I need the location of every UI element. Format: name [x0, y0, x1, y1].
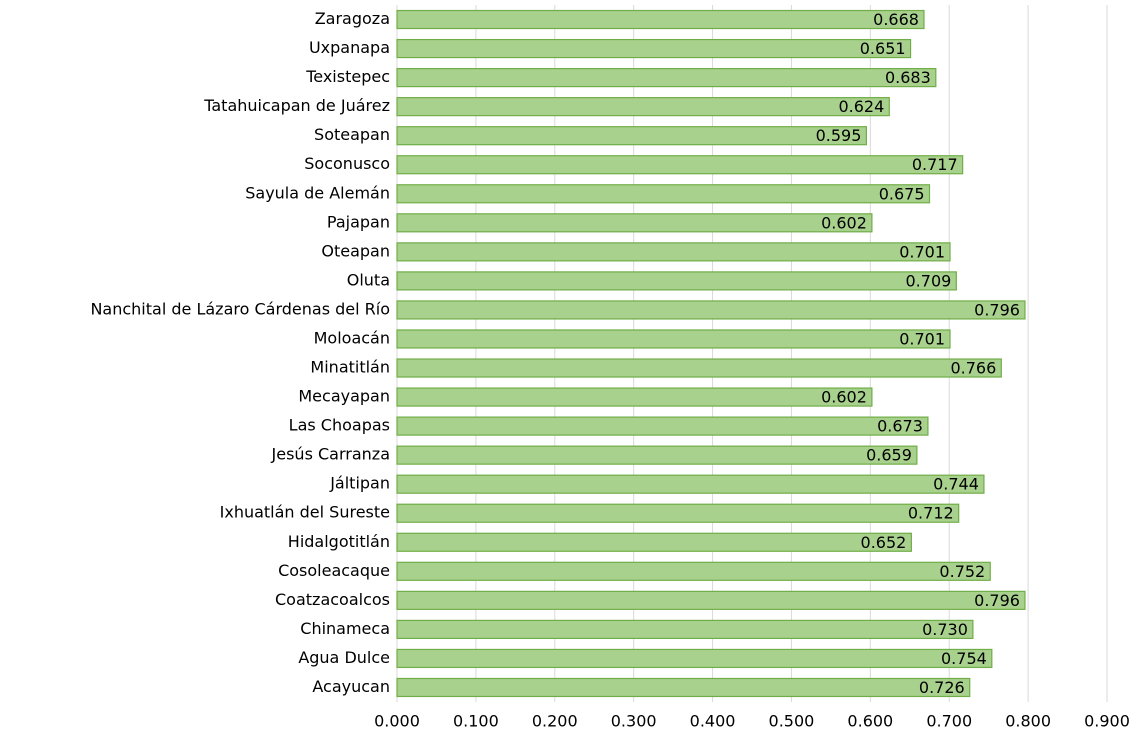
value-label: 0.624 [838, 97, 884, 116]
x-tick-label: 0.200 [532, 712, 578, 731]
value-label: 0.683 [885, 68, 931, 87]
y-tick-label: Ixhuatlán del Sureste [220, 503, 390, 522]
y-tick-label: Agua Dulce [298, 648, 390, 667]
bar [396, 38, 912, 59]
value-label: 0.701 [899, 329, 945, 348]
bar [396, 329, 951, 349]
x-tick-label: 0.500 [769, 712, 815, 731]
y-tick-label: Soteapan [314, 125, 390, 144]
bar [396, 677, 971, 698]
bar [396, 271, 957, 291]
bar [396, 213, 873, 233]
bar [396, 445, 918, 465]
bar [396, 300, 1026, 320]
y-tick-label: Moloacán [314, 328, 390, 347]
bar [396, 474, 985, 494]
value-label: 0.717 [912, 155, 958, 174]
x-tick-label: 0.700 [926, 712, 972, 731]
bar [396, 68, 937, 88]
bar [396, 648, 993, 669]
y-tick-label: Uxpanapa [309, 38, 390, 57]
value-label: 0.602 [821, 213, 867, 232]
value-label: 0.651 [860, 39, 906, 58]
value-label: 0.796 [974, 300, 1020, 319]
bar [396, 155, 964, 175]
y-tick-label: Las Choapas [289, 416, 390, 435]
bar [396, 97, 890, 117]
bar [396, 503, 960, 523]
y-tick-label: Jáltipan [329, 474, 390, 493]
bar [396, 387, 873, 407]
bar [396, 416, 929, 436]
value-label: 0.675 [879, 184, 925, 203]
y-tick-label: Soconusco [304, 154, 390, 173]
value-label: 0.712 [908, 504, 954, 523]
y-tick-label: Coatzacoalcos [275, 590, 390, 609]
bar [396, 358, 1002, 378]
bar [396, 532, 912, 552]
value-label: 0.602 [821, 388, 867, 407]
y-tick-label: Nanchital de Lázaro Cárdenas del Río [90, 299, 390, 318]
y-tick-label: Jesús Carranza [271, 445, 390, 464]
y-tick-label: Sayula de Alemán [245, 183, 390, 202]
bar [396, 184, 931, 204]
y-tick-label: Cosoleacaque [278, 561, 390, 580]
y-tick-label: Chinameca [300, 619, 390, 638]
bar [396, 619, 974, 639]
y-tick-label: Zaragoza [315, 9, 390, 28]
y-tick-label: Acayucan [312, 677, 390, 696]
x-tick-label: 0.100 [453, 712, 499, 731]
x-tick-label: 0.800 [1005, 712, 1051, 731]
bar [396, 126, 867, 146]
y-tick-label: Oteapan [321, 241, 390, 260]
bar [396, 590, 1026, 610]
value-label: 0.652 [861, 533, 907, 552]
value-label: 0.744 [933, 475, 979, 494]
y-tick-label: Minatitlán [310, 358, 390, 377]
value-label: 0.730 [922, 620, 968, 639]
value-label: 0.701 [899, 242, 945, 261]
bar [396, 9, 925, 30]
y-tick-label: Oluta [347, 270, 390, 289]
x-tick-label: 0.300 [611, 712, 657, 731]
value-label: 0.754 [941, 649, 987, 668]
y-tick-label: Tatahuicapan de Juárez [203, 96, 390, 115]
y-tick-label: Texistepec [305, 67, 390, 86]
x-tick-label: 0.000 [374, 712, 420, 731]
x-tick-label: 0.600 [847, 712, 893, 731]
value-label: 0.659 [866, 446, 912, 465]
bar [396, 561, 991, 581]
value-label: 0.673 [877, 417, 923, 436]
value-label: 0.668 [873, 10, 919, 29]
bar [396, 242, 951, 262]
y-tick-label: Mecayapan [298, 387, 390, 406]
value-label: 0.752 [939, 562, 985, 581]
value-label: 0.726 [919, 678, 965, 697]
value-label: 0.709 [906, 271, 952, 290]
value-label: 0.766 [950, 359, 996, 378]
y-tick-label: Pajapan [327, 212, 390, 231]
x-tick-label: 0.900 [1084, 712, 1130, 731]
x-tick-label: 0.400 [690, 712, 736, 731]
y-tick-label: Hidalgotitlán [288, 532, 390, 551]
value-label: 0.595 [816, 126, 862, 145]
value-label: 0.796 [974, 591, 1020, 610]
